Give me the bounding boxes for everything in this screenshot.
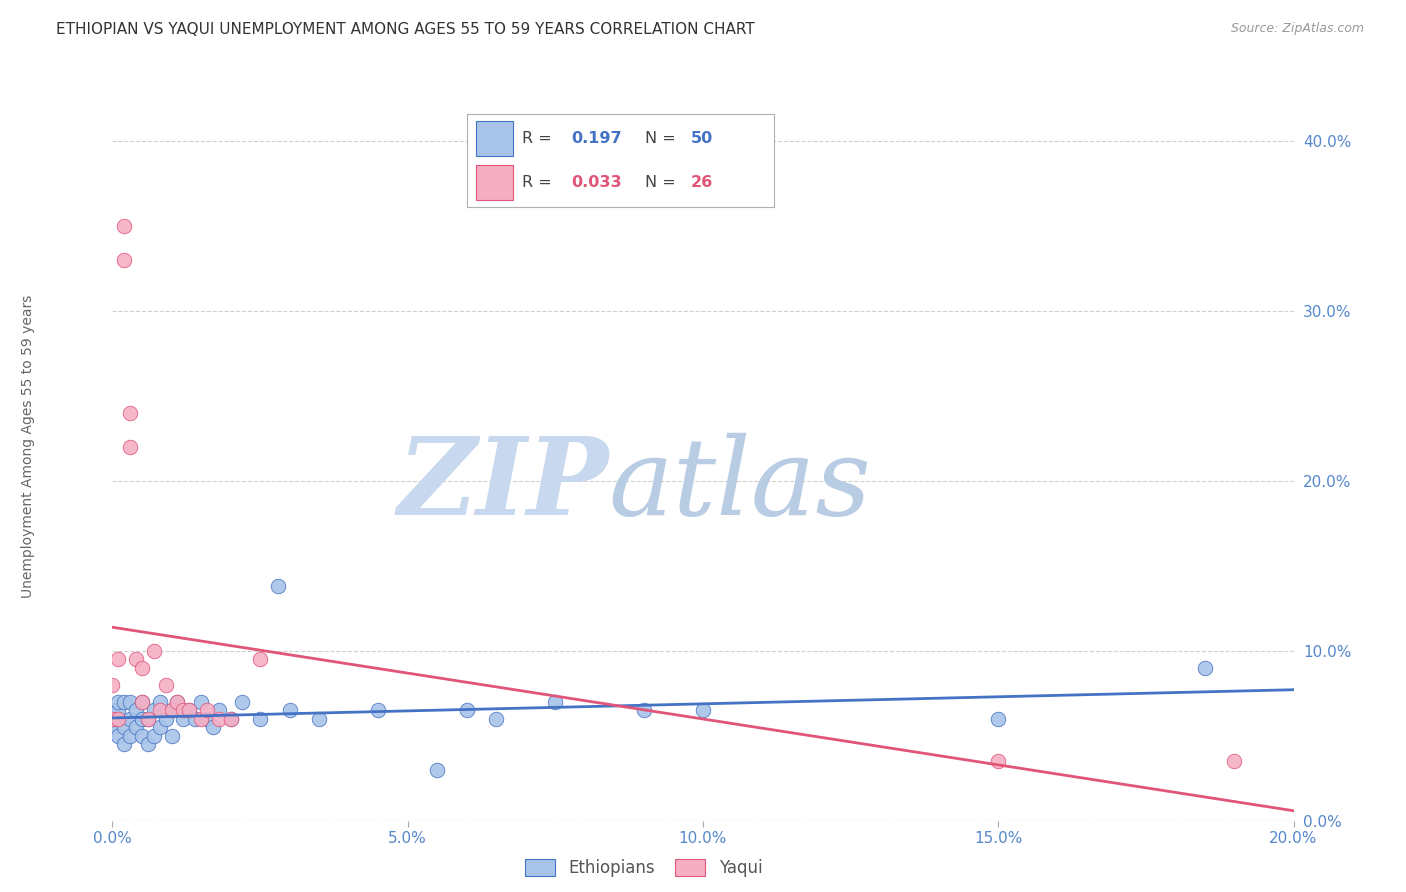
Point	[456, 703, 478, 717]
Point	[120, 695, 142, 709]
Point	[120, 712, 142, 726]
Point	[155, 712, 177, 726]
Point	[112, 737, 135, 751]
Point	[195, 712, 218, 726]
Point	[131, 712, 153, 726]
Point	[208, 703, 231, 717]
Point	[131, 695, 153, 709]
Point	[184, 712, 207, 726]
Point	[142, 703, 165, 717]
Point	[166, 695, 188, 709]
Point	[190, 712, 212, 726]
Point	[125, 652, 148, 666]
Point	[195, 703, 218, 717]
Point	[692, 703, 714, 717]
Point	[131, 661, 153, 675]
Point	[485, 712, 508, 726]
Point	[190, 695, 212, 709]
Point	[179, 703, 201, 717]
Text: atlas: atlas	[609, 433, 872, 538]
Point	[308, 712, 330, 726]
Point	[125, 703, 148, 717]
Point	[142, 644, 165, 658]
Point	[142, 729, 165, 743]
Point	[249, 712, 271, 726]
Point	[107, 695, 129, 709]
Point	[101, 703, 124, 717]
Point	[112, 720, 135, 734]
Point	[172, 712, 194, 726]
Point	[101, 712, 124, 726]
Text: ETHIOPIAN VS YAQUI UNEMPLOYMENT AMONG AGES 55 TO 59 YEARS CORRELATION CHART: ETHIOPIAN VS YAQUI UNEMPLOYMENT AMONG AG…	[56, 22, 755, 37]
Point	[136, 737, 159, 751]
Point	[101, 678, 124, 692]
Point	[107, 712, 129, 726]
Point	[249, 652, 271, 666]
Point	[120, 440, 142, 454]
Point	[987, 712, 1010, 726]
Point	[112, 695, 135, 709]
Point	[101, 712, 124, 726]
Point	[219, 712, 242, 726]
Point	[201, 720, 224, 734]
Point	[136, 712, 159, 726]
Point	[633, 703, 655, 717]
Point	[101, 720, 124, 734]
Point	[149, 703, 172, 717]
Legend: Ethiopians, Yaqui: Ethiopians, Yaqui	[519, 852, 769, 884]
Point	[160, 703, 183, 717]
Point	[231, 695, 253, 709]
Point	[267, 579, 290, 593]
Text: Source: ZipAtlas.com: Source: ZipAtlas.com	[1230, 22, 1364, 36]
Point	[107, 652, 129, 666]
Point	[131, 729, 153, 743]
Text: Unemployment Among Ages 55 to 59 years: Unemployment Among Ages 55 to 59 years	[21, 294, 35, 598]
Point	[544, 695, 567, 709]
Point	[208, 712, 231, 726]
Point	[987, 754, 1010, 768]
Point	[149, 720, 172, 734]
Point	[136, 712, 159, 726]
Point	[367, 703, 389, 717]
Point	[120, 729, 142, 743]
Point	[160, 729, 183, 743]
Point	[155, 678, 177, 692]
Point	[131, 695, 153, 709]
Point	[149, 695, 172, 709]
Point	[125, 720, 148, 734]
Point	[166, 695, 188, 709]
Point	[426, 763, 449, 777]
Point	[179, 703, 201, 717]
Point	[107, 729, 129, 743]
Point	[160, 703, 183, 717]
Point	[172, 703, 194, 717]
Point	[107, 703, 129, 717]
Point	[120, 406, 142, 420]
Point	[1194, 661, 1216, 675]
Point	[1223, 754, 1246, 768]
Point	[107, 712, 129, 726]
Point	[112, 252, 135, 267]
Text: ZIP: ZIP	[396, 433, 609, 538]
Point	[112, 219, 135, 233]
Point	[219, 712, 242, 726]
Point	[278, 703, 301, 717]
